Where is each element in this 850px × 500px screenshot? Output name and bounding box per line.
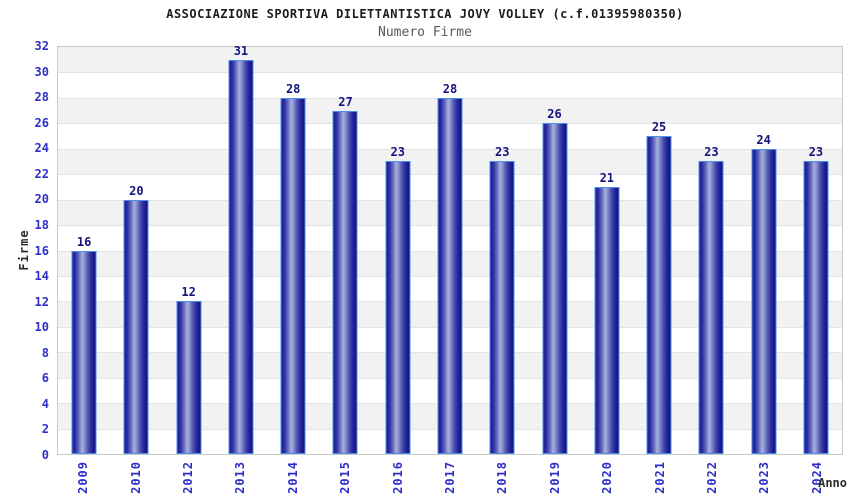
y-tick-label: 28 [34, 90, 49, 105]
bar-value-label: 16 [76, 234, 92, 249]
x-tick-label: 2013 [233, 461, 248, 494]
x-tick-label: 2010 [128, 461, 143, 494]
bar-value-label: 23 [704, 145, 719, 160]
x-tick-label: 2016 [390, 461, 405, 494]
chart-subtitle: Numero Firme [378, 25, 472, 40]
y-tick-label: 6 [41, 371, 49, 386]
y-tick-label: 22 [34, 166, 49, 181]
bar-2015 [332, 110, 358, 454]
bar-value-label: 23 [495, 145, 510, 160]
bar-value-label: 12 [181, 285, 196, 300]
bar-2024 [803, 161, 829, 454]
bar-2023 [751, 148, 777, 454]
x-tick-label: 2014 [285, 461, 300, 494]
bar-2018 [489, 161, 515, 454]
x-tick-label: 2009 [76, 461, 91, 494]
bar-value-label: 31 [233, 43, 249, 58]
y-tick-label: 20 [34, 192, 49, 207]
bar-2009 [71, 250, 97, 454]
bar-2010 [123, 199, 149, 454]
x-axis-ticks: 2009 2010 2012 2013 2014 2015 2016 2017 2018 2019… [57, 458, 843, 500]
y-tick-label: 12 [34, 294, 49, 309]
bar-2020 [594, 186, 620, 454]
bar-2021 [646, 136, 672, 454]
bar-value-label: 27 [338, 94, 353, 109]
bar-2019 [542, 123, 568, 454]
x-axis-label: Anno [818, 476, 847, 490]
background-band [58, 47, 842, 73]
y-tick-label: 14 [34, 269, 49, 284]
x-tick-label: 2018 [495, 461, 510, 494]
bar-value-label: 25 [651, 120, 667, 135]
plot-area: 16 20 12 31 28 27 23 28 23 26 21 25 23 24 23 [57, 43, 843, 455]
x-tick-label: 2021 [652, 461, 667, 494]
bar-2022 [698, 161, 724, 454]
y-tick-label: 8 [41, 345, 49, 360]
y-tick-label: 24 [34, 141, 49, 156]
x-tick-label: 2022 [705, 461, 719, 494]
y-tick-label: 26 [34, 115, 49, 130]
background-band [58, 72, 842, 98]
bar-value-label: 28 [285, 81, 301, 96]
bar-value-label: 23 [808, 145, 824, 160]
y-tick-label: 30 [34, 64, 49, 79]
y-tick-label: 18 [34, 217, 49, 232]
y-tick-label: 32 [34, 39, 49, 53]
bar-2012 [176, 301, 202, 454]
bar-2013 [228, 59, 254, 454]
y-tick-label: 16 [34, 243, 49, 258]
bar-2014 [280, 97, 306, 454]
bar-value-label: 26 [547, 107, 562, 122]
bar-value-label: 21 [599, 170, 615, 185]
x-tick-label: 2019 [547, 461, 562, 494]
y-tick-label: 2 [41, 422, 49, 437]
bar-value-label: 28 [442, 81, 458, 96]
bar-2017 [437, 97, 463, 454]
y-tick-label: 10 [34, 320, 49, 335]
y-tick-label: 0 [41, 448, 49, 462]
x-tick-label: 2015 [338, 461, 353, 494]
x-tick-label: 2017 [443, 461, 457, 494]
bar-value-label: 20 [129, 183, 144, 198]
y-tick-label: 4 [41, 396, 49, 411]
bar-value-label: 23 [390, 145, 405, 160]
chart-title: ASSOCIAZIONE SPORTIVA DILETTANTISTICA JO… [166, 7, 684, 21]
x-tick-label: 2020 [600, 461, 615, 494]
bar-2016 [385, 161, 411, 454]
y-axis-ticks: 0 2 4 6 8 10 12 14 16 18 20 22 24 26 28 30 32 [0, 40, 49, 461]
x-tick-label: 2023 [757, 461, 772, 494]
x-tick-label: 2012 [180, 461, 195, 494]
bar-value-label: 24 [756, 132, 771, 147]
